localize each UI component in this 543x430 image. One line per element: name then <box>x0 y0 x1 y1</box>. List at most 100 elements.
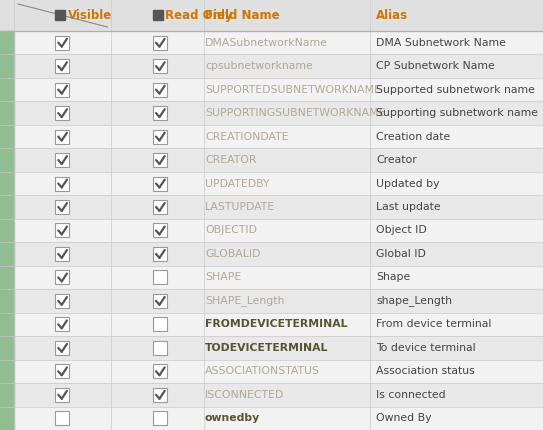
Bar <box>0 172 543 195</box>
Text: GLOBALID: GLOBALID <box>205 249 261 259</box>
Text: Last update: Last update <box>376 202 440 212</box>
FancyBboxPatch shape <box>153 36 167 50</box>
Text: Visible: Visible <box>67 9 112 22</box>
Bar <box>0 101 14 125</box>
Text: CP Subnetwork Name: CP Subnetwork Name <box>376 61 495 71</box>
Text: Updated by: Updated by <box>376 178 439 188</box>
FancyBboxPatch shape <box>55 364 70 378</box>
Bar <box>0 172 14 195</box>
FancyBboxPatch shape <box>153 294 167 308</box>
FancyBboxPatch shape <box>153 388 167 402</box>
Text: UPDATEDBY: UPDATEDBY <box>205 178 269 188</box>
Text: Object ID: Object ID <box>376 225 427 236</box>
Bar <box>0 359 543 383</box>
Text: Read Only: Read Only <box>165 9 233 22</box>
Bar <box>0 406 543 430</box>
Text: Is connected: Is connected <box>376 390 446 400</box>
Text: CREATIONDATE: CREATIONDATE <box>205 132 288 141</box>
FancyBboxPatch shape <box>153 153 167 167</box>
FancyBboxPatch shape <box>55 106 70 120</box>
Bar <box>0 313 14 336</box>
FancyBboxPatch shape <box>153 177 167 190</box>
FancyBboxPatch shape <box>153 200 167 214</box>
FancyBboxPatch shape <box>153 411 167 425</box>
FancyBboxPatch shape <box>153 364 167 378</box>
Text: Creator: Creator <box>376 155 416 165</box>
FancyBboxPatch shape <box>55 36 70 50</box>
FancyBboxPatch shape <box>55 200 70 214</box>
Text: shape_Length: shape_Length <box>376 295 452 306</box>
Text: Shape: Shape <box>376 273 410 283</box>
Text: TODEVICETERMINAL: TODEVICETERMINAL <box>205 343 329 353</box>
Bar <box>0 336 543 359</box>
Text: Global ID: Global ID <box>376 249 426 259</box>
FancyBboxPatch shape <box>55 59 70 73</box>
Bar <box>0 219 543 242</box>
Bar <box>0 31 543 55</box>
Text: Field Name: Field Name <box>205 9 280 22</box>
FancyBboxPatch shape <box>55 341 70 355</box>
Bar <box>0 406 14 430</box>
Text: LASTUPDATE: LASTUPDATE <box>205 202 275 212</box>
Bar <box>0 101 543 125</box>
Bar <box>0 383 14 406</box>
Text: cpsubnetworkname: cpsubnetworkname <box>205 61 313 71</box>
Bar <box>0 289 543 313</box>
Text: From device terminal: From device terminal <box>376 319 491 329</box>
FancyBboxPatch shape <box>153 317 167 332</box>
Bar <box>0 148 14 172</box>
Bar <box>0 55 543 78</box>
Bar <box>153 10 163 21</box>
Text: DMA Subnetwork Name: DMA Subnetwork Name <box>376 38 506 48</box>
FancyBboxPatch shape <box>55 83 70 97</box>
Bar <box>0 266 14 289</box>
FancyBboxPatch shape <box>55 129 70 144</box>
Bar <box>0 78 14 101</box>
Bar <box>0 195 543 219</box>
Bar <box>0 359 14 383</box>
Text: SHAPE_Length: SHAPE_Length <box>205 295 285 306</box>
FancyBboxPatch shape <box>55 294 70 308</box>
Bar <box>0 313 543 336</box>
Text: Supporting subnetwork name: Supporting subnetwork name <box>376 108 538 118</box>
Text: To device terminal: To device terminal <box>376 343 476 353</box>
FancyBboxPatch shape <box>55 317 70 332</box>
Text: CREATOR: CREATOR <box>205 155 256 165</box>
Text: Supported subnetwork name: Supported subnetwork name <box>376 85 535 95</box>
Text: ASSOCIATIONSTATUS: ASSOCIATIONSTATUS <box>205 366 320 376</box>
FancyBboxPatch shape <box>153 59 167 73</box>
FancyBboxPatch shape <box>55 224 70 237</box>
Text: SUPPORTEDSUBNETWORKNAME: SUPPORTEDSUBNETWORKNAME <box>205 85 381 95</box>
FancyBboxPatch shape <box>55 270 70 284</box>
Bar <box>0 78 543 101</box>
Text: ownedby: ownedby <box>205 413 260 423</box>
Bar <box>0 31 14 55</box>
Bar <box>0 0 543 31</box>
Bar <box>0 125 543 148</box>
Text: Creation date: Creation date <box>376 132 450 141</box>
FancyBboxPatch shape <box>55 388 70 402</box>
FancyBboxPatch shape <box>153 224 167 237</box>
Bar <box>0 336 14 359</box>
Bar <box>0 383 543 406</box>
Bar <box>0 219 14 242</box>
Text: OBJECTID: OBJECTID <box>205 225 257 236</box>
Text: Alias: Alias <box>376 9 408 22</box>
Bar <box>0 242 543 266</box>
Text: FROMDEVICETERMINAL: FROMDEVICETERMINAL <box>205 319 348 329</box>
Bar <box>0 125 14 148</box>
FancyBboxPatch shape <box>55 177 70 190</box>
FancyBboxPatch shape <box>55 153 70 167</box>
Text: DMASubnetworkName: DMASubnetworkName <box>205 38 328 48</box>
Text: ISCONNECTED: ISCONNECTED <box>205 390 284 400</box>
Bar <box>0 266 543 289</box>
Bar <box>55 10 66 21</box>
Bar <box>0 195 14 219</box>
FancyBboxPatch shape <box>153 270 167 284</box>
FancyBboxPatch shape <box>153 247 167 261</box>
Bar <box>0 55 14 78</box>
FancyBboxPatch shape <box>153 83 167 97</box>
FancyBboxPatch shape <box>153 341 167 355</box>
Text: SUPPORTINGSUBNETWORKNAME: SUPPORTINGSUBNETWORKNAME <box>205 108 386 118</box>
Text: Association status: Association status <box>376 366 475 376</box>
